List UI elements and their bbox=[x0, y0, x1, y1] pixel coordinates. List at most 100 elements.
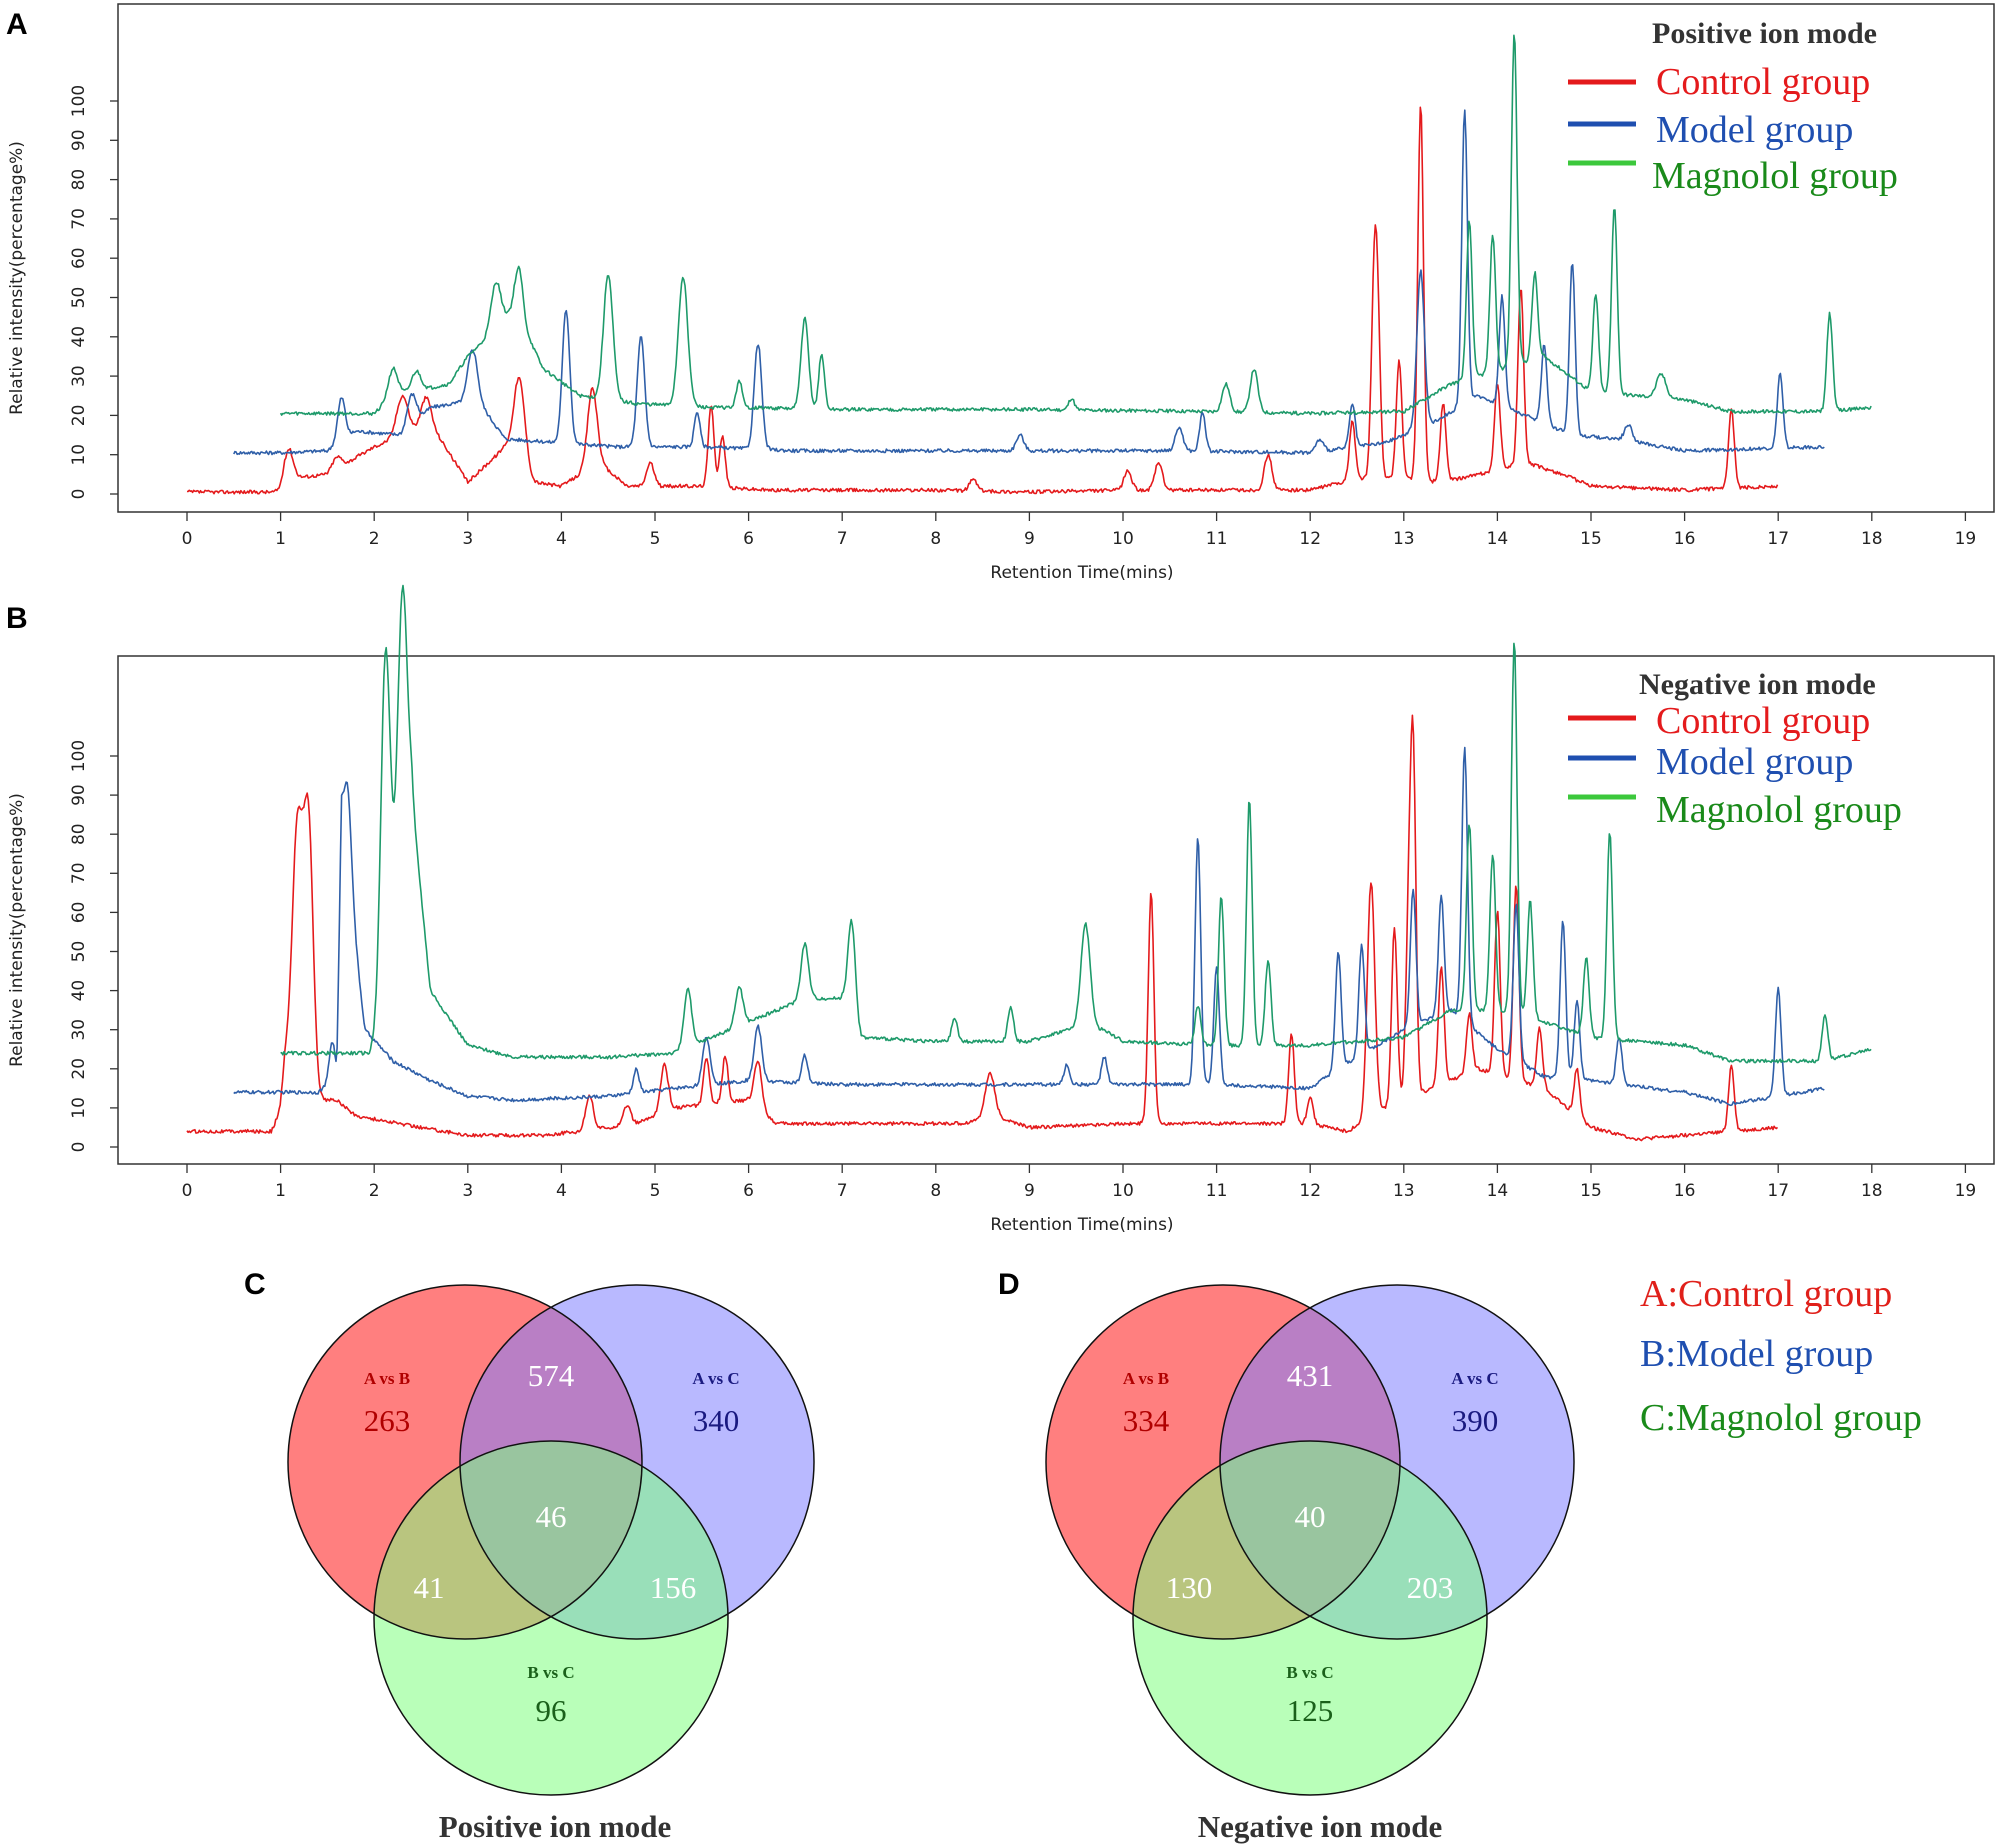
x-tick-label: 16 bbox=[1674, 1181, 1696, 1201]
panel-letter-c: C bbox=[244, 1268, 266, 1301]
x-tick-label: 18 bbox=[1861, 529, 1883, 549]
legend-label-magnolol-b: Magnolol group bbox=[1656, 789, 1902, 831]
x-tick-label: 15 bbox=[1580, 529, 1602, 549]
y-tick-label: 10 bbox=[69, 1097, 89, 1119]
x-tick-label: 2 bbox=[369, 529, 380, 549]
x-tick-label: 19 bbox=[1955, 529, 1977, 549]
x-tick-label: 8 bbox=[930, 529, 941, 549]
y-tick-label: 40 bbox=[69, 326, 89, 348]
venn-count-ab-ac-d: 431 bbox=[1287, 1358, 1334, 1393]
mode-title-a: Positive ion mode bbox=[1652, 17, 1877, 50]
x-tick-label: 15 bbox=[1580, 1181, 1602, 1201]
venn-count-only-ac-d: 390 bbox=[1452, 1403, 1499, 1438]
series-line-model bbox=[233, 109, 1825, 456]
y-tick-label: 100 bbox=[69, 740, 89, 772]
venn-count-ab-bc-c: 41 bbox=[414, 1570, 445, 1605]
x-tick-label: 0 bbox=[182, 529, 193, 549]
y-tick-label: 50 bbox=[69, 941, 89, 963]
x-tick-label: 14 bbox=[1487, 529, 1509, 549]
venn-count-all-d: 40 bbox=[1295, 1499, 1326, 1534]
series-line-control bbox=[186, 106, 1779, 495]
legend-label-magnolol-a: Magnolol group bbox=[1652, 155, 1898, 197]
x-tick-label: 3 bbox=[462, 529, 473, 549]
x-tick-label: 17 bbox=[1767, 529, 1789, 549]
panel-letter-b: B bbox=[6, 602, 28, 635]
venn-panel-c: C A vs B A vs C B vs C 263 340 96 574 41… bbox=[244, 1268, 815, 1844]
x-axis-title-a: Retention Time(mins) bbox=[990, 563, 1173, 583]
venn-count-all-c: 46 bbox=[536, 1499, 567, 1534]
y-tick-label: 30 bbox=[69, 1019, 89, 1041]
venn-caption-d: Negative ion mode bbox=[1198, 1809, 1443, 1844]
x-tick-label: 1 bbox=[275, 529, 286, 549]
venn-count-ac-bc-c: 156 bbox=[650, 1570, 697, 1605]
y-tick-label: 40 bbox=[69, 980, 89, 1002]
venn-count-only-bc-d: 125 bbox=[1287, 1693, 1334, 1728]
venn-count-ac-bc-d: 203 bbox=[1407, 1570, 1454, 1605]
x-axis-b: 0 1 2 3 4 5 6 7 8 9 10 11 12 13 14 15 16 17 18 19 bbox=[182, 1164, 1976, 1201]
venn-label-a-vs-c-d: A vs C bbox=[1451, 1369, 1498, 1388]
y-tick-label: 0 bbox=[69, 1142, 89, 1153]
y-tick-label: 90 bbox=[69, 784, 89, 806]
legend-a: Control group Model group Magnolol group bbox=[1568, 61, 1898, 197]
venn-label-a-vs-c-c: A vs C bbox=[692, 1369, 739, 1388]
y-tick-label: 20 bbox=[69, 405, 89, 427]
legend-label-model-b: Model group bbox=[1656, 741, 1853, 783]
y-tick-label: 10 bbox=[69, 444, 89, 466]
venn-panel-d: D A vs B A vs C B vs C 334 390 125 431 1… bbox=[998, 1268, 1575, 1844]
y-tick-label: 60 bbox=[69, 247, 89, 269]
x-tick-label: 9 bbox=[1024, 1181, 1035, 1201]
x-tick-label: 10 bbox=[1112, 529, 1134, 549]
x-tick-label: 9 bbox=[1024, 529, 1035, 549]
y-tick-label: 20 bbox=[69, 1058, 89, 1080]
y-tick-label: 50 bbox=[69, 287, 89, 309]
venn-outline-c-d bbox=[1132, 1440, 1488, 1796]
x-tick-label: 13 bbox=[1393, 529, 1415, 549]
x-tick-label: 7 bbox=[837, 1181, 848, 1201]
panel-letter-a: A bbox=[6, 8, 28, 41]
y-tick-label: 0 bbox=[69, 489, 89, 500]
venn-legend-a: A:Control group bbox=[1640, 1273, 1892, 1315]
venn-label-b-vs-c-d: B vs C bbox=[1286, 1663, 1333, 1682]
x-tick-label: 3 bbox=[462, 1181, 473, 1201]
venn-circle-b-vs-c-d bbox=[1133, 1441, 1487, 1795]
x-tick-label: 17 bbox=[1767, 1181, 1789, 1201]
legend-label-control-b: Control group bbox=[1656, 700, 1870, 742]
venn-label-a-vs-b-d: A vs B bbox=[1123, 1369, 1169, 1388]
x-tick-label: 8 bbox=[930, 1181, 941, 1201]
x-tick-label: 7 bbox=[837, 529, 848, 549]
y-tick-label: 70 bbox=[69, 208, 89, 230]
x-tick-label: 6 bbox=[743, 529, 754, 549]
venn-count-ab-bc-d: 130 bbox=[1166, 1570, 1213, 1605]
x-tick-label: 16 bbox=[1674, 529, 1696, 549]
y-tick-label: 80 bbox=[69, 169, 89, 191]
venn-outline-c-c bbox=[373, 1440, 729, 1796]
plot-frame-b bbox=[117, 655, 1995, 1165]
venn-count-only-bc-c: 96 bbox=[536, 1693, 567, 1728]
x-tick-label: 11 bbox=[1206, 529, 1228, 549]
venn-outline-a-d bbox=[1045, 1284, 1401, 1640]
venn-caption-c: Positive ion mode bbox=[439, 1809, 672, 1844]
x-tick-label: 5 bbox=[650, 1181, 661, 1201]
venn-legend: A:Control group B:Model group C:Magnolol… bbox=[1640, 1273, 1922, 1439]
x-tick-label: 14 bbox=[1487, 1181, 1509, 1201]
legend-b: Control group Model group Magnolol group bbox=[1568, 700, 1902, 831]
venn-count-ab-ac-c: 574 bbox=[528, 1358, 575, 1393]
series-group-b bbox=[186, 584, 1872, 1142]
venn-count-only-ab-d: 334 bbox=[1123, 1403, 1170, 1438]
y-tick-label: 100 bbox=[69, 85, 89, 117]
legend-label-control-a: Control group bbox=[1656, 61, 1870, 103]
y-axis-a: 0 10 20 30 40 50 60 70 80 90 100 bbox=[69, 85, 118, 500]
x-tick-label: 1 bbox=[275, 1181, 286, 1201]
venn-outline-a-c bbox=[287, 1284, 643, 1640]
venn-label-b-vs-c-c: B vs C bbox=[527, 1663, 574, 1682]
x-tick-label: 4 bbox=[556, 529, 567, 549]
venn-legend-b: B:Model group bbox=[1640, 1333, 1873, 1375]
y-axis-title-b: Relative intensity(percentage%) bbox=[7, 793, 27, 1067]
x-tick-label: 4 bbox=[556, 1181, 567, 1201]
x-tick-label: 5 bbox=[650, 529, 661, 549]
venn-outline-b-c bbox=[459, 1284, 815, 1640]
y-tick-label: 30 bbox=[69, 365, 89, 387]
